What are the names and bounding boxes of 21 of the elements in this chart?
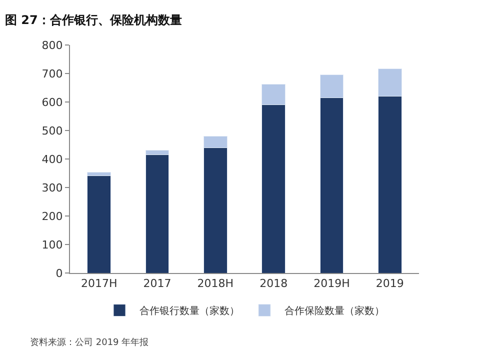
y-tick-label: 0 bbox=[56, 266, 63, 280]
x-tick-label: 2017 bbox=[143, 277, 172, 290]
x-tick-label: 2019H bbox=[314, 277, 350, 290]
bar bbox=[87, 175, 111, 273]
x-tick-label: 2018H bbox=[197, 277, 234, 290]
y-tick-label: 500 bbox=[42, 124, 63, 138]
text: 资料来源：公司 2019 年年报 bbox=[30, 337, 149, 348]
chart-title: 图 27：合作银行、保险机构数量 bbox=[4, 13, 182, 28]
legend-label: 合作保险数量（家数） bbox=[284, 305, 384, 318]
y-tick-label: 600 bbox=[42, 96, 63, 109]
x-tick-label: 2017H bbox=[80, 277, 118, 290]
y-tick-label: 100 bbox=[42, 238, 63, 252]
y-tick-label: 400 bbox=[42, 152, 63, 166]
bar bbox=[145, 154, 170, 273]
x-tick-label: 2018 bbox=[260, 277, 288, 290]
y-tick-label: 300 bbox=[42, 181, 63, 194]
y-tick-label: 700 bbox=[42, 67, 63, 80]
y-tick-label: 200 bbox=[42, 210, 63, 223]
x-tick-label: 2019 bbox=[376, 277, 404, 290]
y-tick-label: 800 bbox=[42, 38, 63, 52]
legend-label: 合作银行数量（家数） bbox=[140, 305, 240, 318]
